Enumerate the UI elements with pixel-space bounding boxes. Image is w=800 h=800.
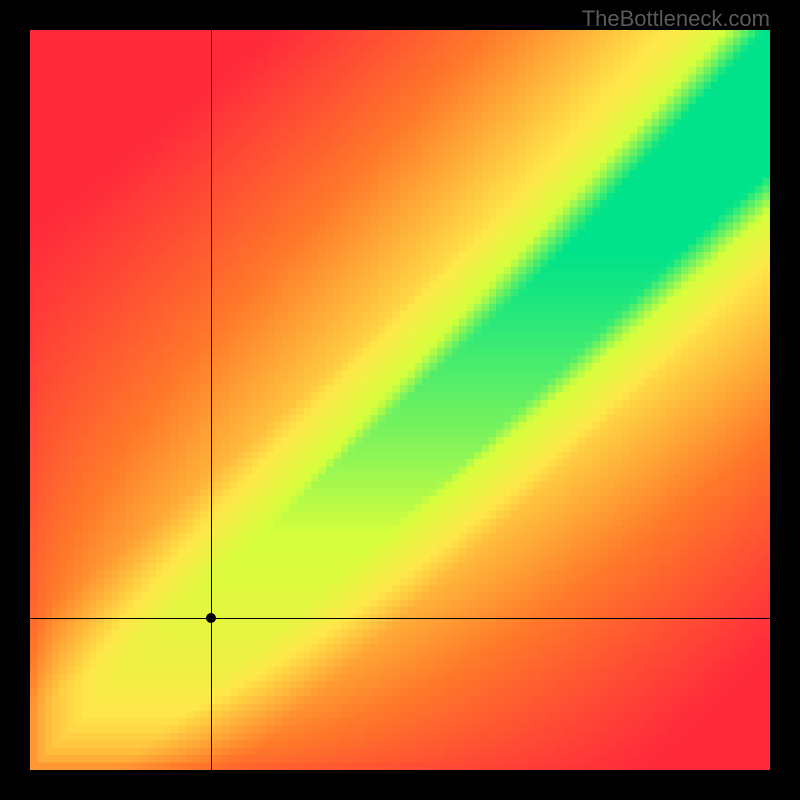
chart-container: TheBottleneck.com [0, 0, 800, 800]
bottleneck-heatmap [30, 30, 770, 770]
watermark-text: TheBottleneck.com [582, 6, 770, 32]
